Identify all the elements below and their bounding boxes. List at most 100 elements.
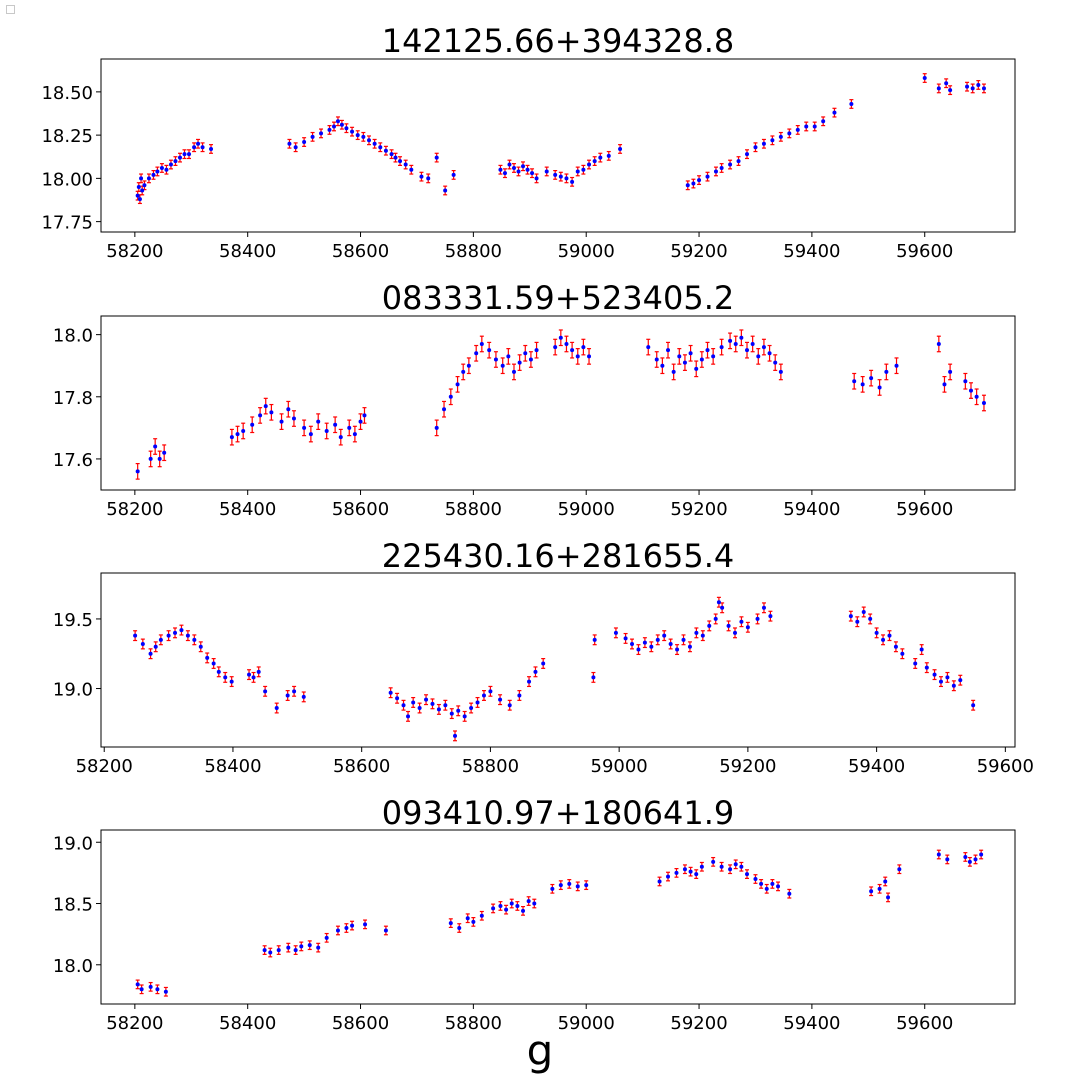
data-point — [461, 369, 466, 374]
data-point — [507, 703, 512, 708]
data-point — [699, 357, 704, 362]
data-point — [716, 600, 721, 605]
x-tick-label: 59200 — [670, 1013, 727, 1034]
data-point — [157, 456, 162, 461]
data-point — [205, 655, 210, 660]
data-point — [406, 714, 411, 719]
data-point — [185, 633, 190, 638]
data-point — [705, 348, 710, 353]
data-point — [848, 614, 853, 619]
data-point — [148, 456, 153, 461]
data-point — [700, 633, 705, 638]
data-point — [401, 703, 406, 708]
data-point — [419, 174, 424, 179]
data-point — [135, 469, 140, 474]
data-point — [532, 901, 537, 906]
data-point — [541, 661, 546, 666]
data-point — [372, 141, 377, 146]
data-point — [584, 883, 589, 888]
data-point — [286, 407, 291, 412]
data-point — [527, 679, 532, 684]
x-tick-label: 58200 — [106, 1013, 163, 1034]
data-point — [465, 916, 470, 921]
data-point — [140, 188, 145, 193]
data-point — [453, 733, 458, 738]
panel-4: 093410.97+180641.9 58200 58400 58600 58800 59… — [53, 794, 1016, 1034]
data-point — [699, 864, 704, 869]
data-point — [487, 348, 492, 353]
data-point — [739, 335, 744, 340]
data-point — [498, 697, 503, 702]
data-point — [457, 926, 462, 931]
data-point — [755, 616, 760, 621]
data-point — [466, 363, 471, 368]
data-point — [153, 644, 158, 649]
data-point — [869, 376, 874, 381]
data-point — [739, 619, 744, 624]
data-point — [958, 678, 963, 683]
data-point — [654, 357, 659, 362]
data-point — [511, 369, 516, 374]
data-point — [479, 341, 484, 346]
x-tick-label: 58800 — [445, 499, 502, 520]
data-point — [944, 81, 949, 86]
data-point — [812, 124, 817, 129]
error-bars — [135, 329, 986, 480]
data-point — [168, 162, 173, 167]
data-point — [674, 870, 679, 875]
data-point — [553, 172, 558, 177]
data-point — [883, 879, 888, 884]
data-point — [613, 630, 618, 635]
data-point — [344, 126, 349, 131]
data-point — [516, 169, 521, 174]
data-point — [192, 637, 197, 642]
data-point — [526, 899, 531, 904]
data-point — [894, 363, 899, 368]
data-point — [728, 867, 733, 872]
data-point — [301, 694, 306, 699]
data-point — [558, 174, 563, 179]
data-point — [335, 119, 340, 124]
data-point — [575, 354, 580, 359]
x-tick-label: 58400 — [204, 756, 261, 777]
data-point — [274, 706, 279, 711]
data-point — [235, 432, 240, 437]
data-point — [711, 859, 716, 864]
data-point — [913, 661, 918, 666]
data-point — [135, 982, 140, 987]
data-point — [719, 345, 724, 350]
data-point — [358, 419, 363, 424]
data-point — [319, 131, 324, 136]
data-point — [711, 354, 716, 359]
data-point — [759, 881, 764, 886]
data-point — [832, 110, 837, 115]
data-point — [768, 614, 773, 619]
y-tick-label: 18.25 — [41, 126, 93, 147]
data-point — [675, 647, 680, 652]
data-point — [770, 138, 775, 143]
x-tick-label: 59600 — [896, 1013, 953, 1034]
data-point — [592, 159, 597, 164]
axes-frame — [100, 58, 1016, 233]
x-tick-label: 58200 — [106, 499, 163, 520]
data-point — [525, 167, 530, 172]
x-tick-label: 58600 — [332, 1013, 389, 1034]
data-point — [968, 388, 973, 393]
data-point — [362, 413, 367, 418]
data-point — [623, 636, 628, 641]
data-point — [581, 345, 586, 350]
data-point — [733, 341, 738, 346]
data-point — [753, 145, 758, 150]
data-point — [761, 345, 766, 350]
data-point — [500, 363, 505, 368]
data-point — [770, 881, 775, 886]
data-point — [163, 989, 168, 994]
data-point — [553, 345, 558, 350]
data-point — [685, 183, 690, 188]
data-point — [135, 193, 140, 198]
data-point — [564, 341, 569, 346]
figure-corner-box — [6, 5, 15, 14]
data-point — [148, 651, 153, 656]
data-point — [347, 425, 352, 430]
data-point — [324, 428, 329, 433]
